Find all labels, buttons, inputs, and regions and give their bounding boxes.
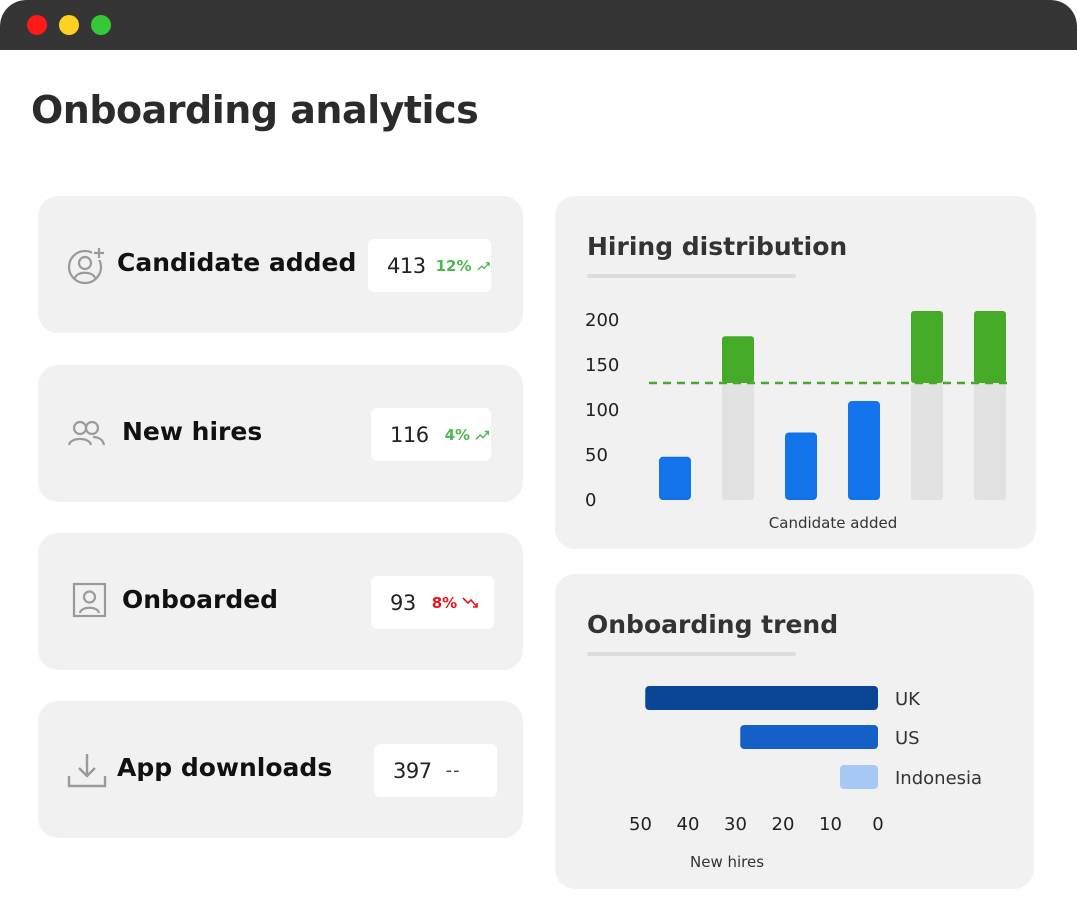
category-label: UK bbox=[895, 689, 921, 710]
panel-title-underline bbox=[587, 274, 796, 278]
stat-change: 12% bbox=[435, 256, 472, 275]
bar-background bbox=[974, 383, 1006, 500]
x-axis-label: New hires bbox=[690, 853, 765, 871]
stat-card-candidate-added[interactable]: Candidate added 413 12% bbox=[38, 196, 523, 333]
users-icon bbox=[67, 420, 106, 446]
stat-label: Candidate added bbox=[117, 248, 357, 277]
y-tick-label: 150 bbox=[585, 355, 619, 376]
stat-value-box: 397 -- bbox=[374, 744, 497, 797]
panel-title-underline bbox=[587, 652, 796, 656]
stat-value: 413 bbox=[387, 253, 426, 278]
stat-value-box: 413 12% bbox=[368, 239, 491, 292]
stat-change: 8% bbox=[431, 593, 458, 612]
onboarding-trend-chart: UK US Indonesia 50 40 30 20 10 0 bbox=[629, 686, 982, 835]
x-axis-label: Candidate added bbox=[768, 514, 898, 532]
title-bar bbox=[0, 0, 1077, 50]
stat-change: 4% bbox=[444, 425, 471, 444]
trend-down-icon bbox=[462, 596, 479, 608]
bar-background bbox=[722, 383, 754, 500]
panel-title: Onboarding trend bbox=[587, 610, 839, 639]
user-plus-icon bbox=[67, 246, 106, 285]
trend-bar bbox=[840, 765, 878, 789]
x-tick-label: 10 bbox=[819, 814, 842, 835]
stat-label: New hires bbox=[122, 417, 263, 446]
stat-label: Onboarded bbox=[122, 585, 279, 614]
y-tick-label: 200 bbox=[585, 310, 619, 331]
stat-value-box: 93 8% bbox=[371, 576, 494, 629]
trend-up-icon bbox=[476, 261, 490, 270]
hiring-distribution-panel: Hiring distribution 200 150 100 50 0 Candida… bbox=[555, 196, 1036, 549]
stat-card-onboarded[interactable]: Onboarded 93 8% bbox=[38, 533, 523, 670]
stat-change: -- bbox=[445, 760, 461, 781]
stat-label: App downloads bbox=[117, 753, 333, 782]
x-tick-label: 0 bbox=[872, 814, 883, 835]
bar bbox=[785, 432, 817, 500]
bar bbox=[659, 456, 691, 500]
stat-value-box: 116 4% bbox=[371, 408, 491, 461]
minimize-window-button[interactable] bbox=[59, 15, 79, 35]
x-tick-label: 30 bbox=[724, 814, 747, 835]
bar-above-target bbox=[974, 311, 1006, 383]
download-icon bbox=[67, 754, 107, 788]
x-tick-label: 20 bbox=[772, 814, 795, 835]
category-label: US bbox=[895, 728, 920, 749]
bar bbox=[848, 401, 880, 500]
stat-card-app-downloads[interactable]: App downloads 397 -- bbox=[38, 701, 523, 838]
bar-above-target bbox=[911, 311, 943, 383]
y-tick-label: 100 bbox=[585, 400, 619, 421]
bar-above-target bbox=[722, 336, 754, 383]
onboarding-trend-panel: Onboarding trend UK US Indonesia 50 40 30 20 10… bbox=[555, 574, 1034, 889]
stat-value: 93 bbox=[390, 590, 416, 615]
hiring-distribution-chart: 200 150 100 50 0 bbox=[585, 310, 1008, 511]
close-window-button[interactable] bbox=[27, 15, 47, 35]
maximize-window-button[interactable] bbox=[91, 15, 111, 35]
x-tick-label: 40 bbox=[677, 814, 700, 835]
trend-bar bbox=[740, 725, 878, 749]
trend-bar bbox=[645, 686, 878, 710]
x-tick-label: 50 bbox=[629, 814, 652, 835]
trend-up-icon bbox=[475, 430, 490, 440]
stat-value: 116 bbox=[390, 422, 429, 447]
y-tick-label: 0 bbox=[585, 490, 596, 511]
id-badge-icon bbox=[72, 582, 107, 618]
panel-title: Hiring distribution bbox=[587, 232, 848, 261]
category-label: Indonesia bbox=[895, 768, 982, 789]
page-title: Onboarding analytics bbox=[31, 88, 479, 132]
y-tick-label: 50 bbox=[585, 445, 608, 466]
stat-card-new-hires[interactable]: New hires 116 4% bbox=[38, 365, 523, 502]
stat-value: 397 bbox=[393, 758, 432, 783]
bar-background bbox=[911, 383, 943, 500]
